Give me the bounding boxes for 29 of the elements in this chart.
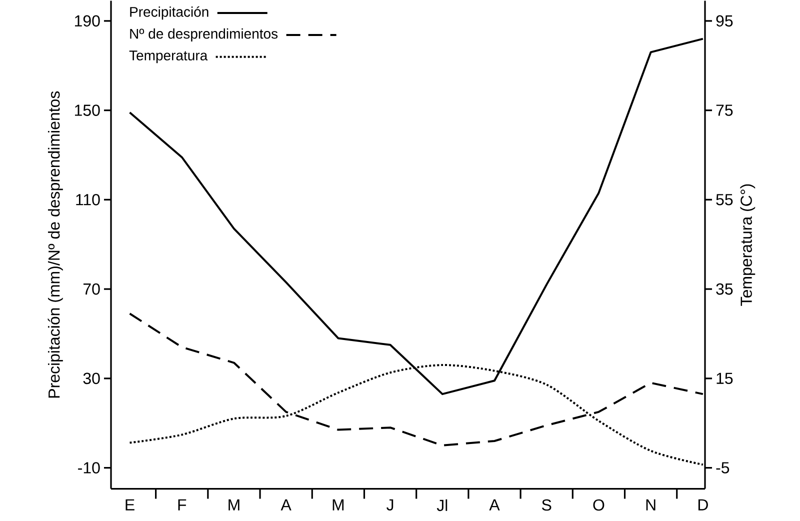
y-tick-label: 190 bbox=[75, 15, 100, 27]
y2-tick-label: 15 bbox=[716, 372, 733, 384]
y2-tick-label: -5 bbox=[716, 462, 730, 474]
y-tick-label: 30 bbox=[83, 372, 100, 384]
legend-label: Temperatura bbox=[129, 50, 208, 64]
legend-label: Nº de desprendimientos bbox=[130, 28, 278, 42]
x-tick-label: A bbox=[280, 499, 292, 510]
legend-label: Precipitación bbox=[130, 6, 208, 20]
x-tick-label: F bbox=[178, 499, 186, 510]
y-tick-label: 70 bbox=[83, 283, 100, 295]
y2-axis-title: Temperatura (C°) bbox=[740, 184, 756, 306]
x-tick-label: E bbox=[126, 499, 134, 510]
x-tick-label: M bbox=[332, 499, 344, 510]
x-tick-label: J bbox=[386, 499, 394, 511]
y-tick-label: -10 bbox=[78, 462, 100, 474]
x-tick-label: A bbox=[489, 499, 500, 510]
y2-tick-label: 75 bbox=[716, 104, 733, 116]
x-tick-label: M bbox=[228, 499, 240, 510]
y-tick-label: 150 bbox=[75, 104, 100, 116]
x-tick-label: D bbox=[698, 499, 708, 510]
y-tick-label: 110 bbox=[76, 194, 100, 206]
y2-tick-label: 35 bbox=[716, 283, 733, 295]
x-tick-label: Jl bbox=[436, 499, 448, 512]
x-tick-label: N bbox=[646, 499, 656, 510]
x-tick-label: S bbox=[542, 499, 552, 511]
y-axis-title: Precipitación (mm)/Nº de desprendimientos bbox=[48, 91, 63, 398]
y2-tick-label: 55 bbox=[716, 194, 733, 206]
y2-tick-label: 95 bbox=[716, 15, 733, 27]
x-tick-label: O bbox=[593, 499, 604, 511]
